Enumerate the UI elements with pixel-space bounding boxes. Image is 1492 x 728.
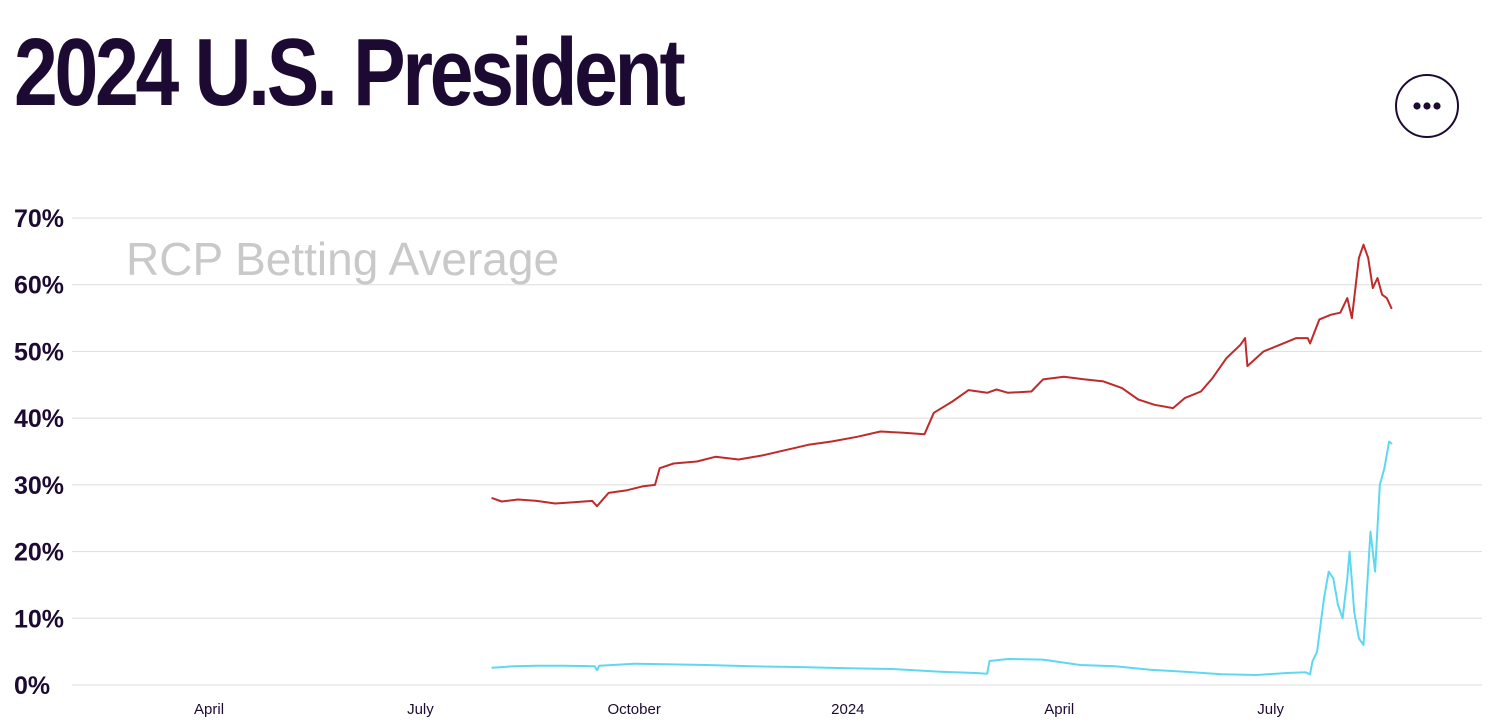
x-tick-label: April	[194, 701, 224, 718]
x-tick-label: October	[607, 701, 660, 718]
chart-series	[491, 243, 1393, 676]
y-tick-label: 60%	[14, 272, 64, 300]
y-tick-label: 0%	[14, 672, 50, 700]
series-line-red	[491, 243, 1393, 508]
x-tick-label: July	[407, 701, 434, 718]
y-tick-label: 10%	[14, 605, 64, 633]
x-axis-tick-labels: April July October 2024 April July	[194, 701, 1284, 718]
x-tick-label: 2024	[831, 701, 864, 718]
series-line-blue	[491, 440, 1393, 676]
y-tick-label: 20%	[14, 539, 64, 567]
x-tick-label: April	[1044, 701, 1074, 718]
y-tick-label: 30%	[14, 472, 64, 500]
chart-watermark: RCP Betting Average	[126, 233, 559, 285]
page-title: 2024 U.S. President	[14, 19, 686, 126]
y-tick-label: 40%	[14, 405, 64, 433]
y-tick-label: 50%	[14, 338, 64, 366]
more-horizontal-icon	[1413, 102, 1441, 110]
x-tick-label: July	[1257, 701, 1284, 718]
more-options-button[interactable]	[1395, 74, 1459, 138]
y-axis-tick-labels: 0% 10% 20% 30% 40% 50% 60% 70%	[14, 205, 64, 700]
chart-gridlines	[72, 217, 1482, 686]
y-tick-label: 70%	[14, 205, 64, 233]
